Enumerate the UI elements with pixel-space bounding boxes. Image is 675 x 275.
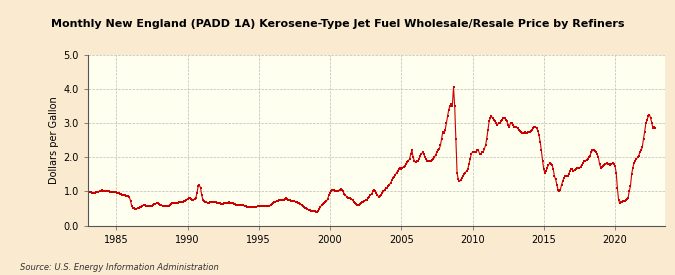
Text: Source: U.S. Energy Information Administration: Source: U.S. Energy Information Administ…: [20, 263, 219, 272]
Text: Monthly New England (PADD 1A) Kerosene-Type Jet Fuel Wholesale/Resale Price by R: Monthly New England (PADD 1A) Kerosene-T…: [51, 19, 624, 29]
Y-axis label: Dollars per Gallon: Dollars per Gallon: [49, 96, 59, 184]
